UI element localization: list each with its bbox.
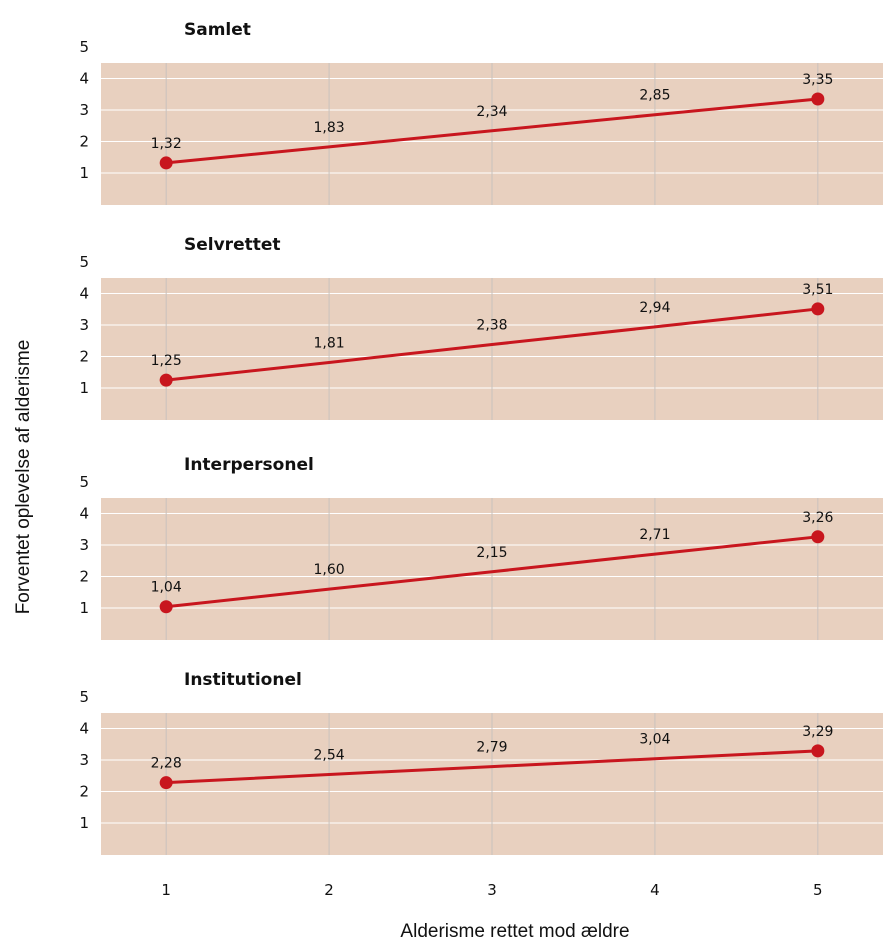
data-label: 2,85	[639, 88, 670, 104]
data-point-marker	[811, 530, 825, 544]
y-axis-title: Forventet oplevelse af alderisme	[13, 340, 34, 615]
data-point-marker	[159, 373, 173, 387]
y-tick-label: 1	[79, 814, 89, 832]
data-point-marker	[811, 302, 825, 316]
y-tick-label: 2	[79, 783, 89, 801]
x-tick-label: 3	[487, 881, 497, 899]
series-line	[166, 749, 818, 785]
data-point-marker	[159, 600, 173, 614]
panel-title: Institutionel	[184, 670, 302, 690]
panel-samlet: 1 2 3 4 5 Samlet 1,32 1,83 2,34 2,85 3,35	[79, 20, 883, 205]
data-label: 3,35	[802, 72, 833, 88]
series-line	[166, 307, 818, 382]
data-label: 2,38	[476, 318, 507, 334]
data-label: 2,34	[476, 104, 507, 120]
y-tick-label: 3	[79, 316, 89, 334]
panel-title: Interpersonel	[184, 455, 314, 475]
data-label: 1,25	[151, 353, 182, 369]
panel-title: Samlet	[184, 20, 251, 40]
y-tick-label: 5	[79, 253, 89, 271]
data-label: 2,71	[639, 527, 670, 543]
x-axis: 1 2 3 4 5	[161, 881, 822, 899]
y-tick-label: 4	[79, 505, 89, 523]
y-tick-label: 5	[79, 38, 89, 56]
panels-group: 1 2 3 4 5 Samlet 1,32 1,83 2,34 2,85 3,35 1 2 3 4 5 Selv…	[79, 20, 883, 855]
data-label: 2,54	[313, 747, 344, 763]
x-tick-label: 4	[650, 881, 660, 899]
data-label: 3,04	[639, 732, 670, 748]
panel-title: Selvrettet	[184, 235, 281, 255]
panel-selvrettet: 1 2 3 4 5 Selvrettet 1,25 1,81 2,38 2,94 3,51	[79, 235, 883, 420]
x-tick-label: 5	[813, 881, 823, 899]
panel-interpersonel: 1 2 3 4 5 Interpersonel 1,04 1,60 2,15 2,71 3,26	[79, 455, 883, 640]
data-label: 1,04	[151, 580, 182, 596]
data-label: 2,28	[151, 756, 182, 772]
data-label: 1,81	[313, 335, 344, 351]
panel-institutionel: 1 2 3 4 5 Institutionel 2,28 2,54 2,79 3,04 3,29	[79, 670, 883, 855]
x-axis-title: Alderisme rettet mod ældre	[400, 921, 629, 942]
y-tick-label: 1	[79, 164, 89, 182]
y-tick-label: 1	[79, 379, 89, 397]
data-label: 1,83	[313, 120, 344, 136]
y-tick-label: 5	[79, 473, 89, 491]
data-label: 2,94	[639, 300, 670, 316]
data-label: 3,26	[802, 510, 833, 526]
series-line	[166, 97, 818, 165]
data-label: 1,60	[313, 562, 344, 578]
y-tick-label: 2	[79, 348, 89, 366]
data-label: 3,29	[802, 724, 833, 740]
x-tick-label: 1	[161, 881, 171, 899]
y-tick-label: 2	[79, 568, 89, 586]
data-point-marker	[159, 776, 173, 790]
y-tick-label: 2	[79, 133, 89, 151]
data-label: 2,15	[476, 545, 507, 561]
data-point-marker	[811, 744, 825, 758]
data-label: 3,51	[802, 282, 833, 298]
data-label: 2,79	[476, 740, 507, 756]
y-tick-label: 3	[79, 536, 89, 554]
x-tick-label: 2	[324, 881, 334, 899]
data-point-marker	[159, 156, 173, 170]
series-line	[166, 535, 818, 609]
data-point-marker	[811, 92, 825, 106]
y-tick-label: 3	[79, 101, 89, 119]
data-label: 1,32	[151, 136, 182, 152]
y-tick-label: 4	[79, 70, 89, 88]
y-tick-label: 1	[79, 599, 89, 617]
y-tick-label: 3	[79, 751, 89, 769]
y-tick-label: 5	[79, 688, 89, 706]
y-tick-label: 4	[79, 720, 89, 738]
y-tick-label: 4	[79, 285, 89, 303]
